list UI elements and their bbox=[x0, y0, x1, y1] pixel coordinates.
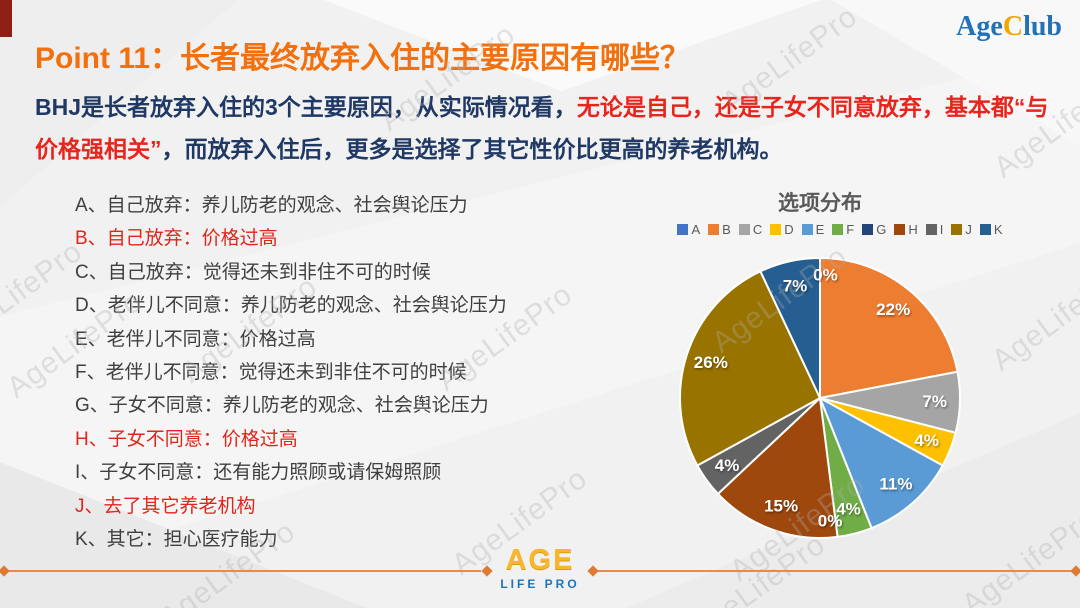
intro-line1-red: 无论是自己，还是子女不同意放弃，基本都“与 bbox=[576, 94, 1049, 120]
legend-item-K: K bbox=[979, 222, 1003, 237]
pie-label-E: 11% bbox=[879, 475, 912, 494]
legend-swatch-C bbox=[738, 224, 750, 235]
footer-line-left bbox=[0, 570, 481, 572]
legend-item-A: A bbox=[677, 222, 700, 237]
footer-line-right bbox=[596, 570, 1080, 572]
corner-accent bbox=[0, 0, 12, 37]
legend-item-D: D bbox=[770, 222, 794, 237]
footer-diamond bbox=[1070, 564, 1080, 577]
legend-item-H: H bbox=[894, 222, 918, 237]
pie-label-K: 7% bbox=[783, 277, 808, 296]
option-item-H: H、子女不同意：价格过高 bbox=[75, 428, 298, 450]
option-item-G: G、子女不同意：养儿防老的观念、社会舆论压力 bbox=[75, 395, 489, 417]
pie-label-J: 26% bbox=[694, 353, 728, 372]
ageclub-logo-lub: lub bbox=[1023, 11, 1062, 42]
legend-label-I: I bbox=[939, 222, 944, 237]
legend-label-F: F bbox=[846, 222, 855, 237]
legend-swatch-H bbox=[894, 224, 906, 235]
legend-swatch-F bbox=[832, 224, 844, 235]
agelifepro-logo-lifepro: LIFE PRO bbox=[500, 577, 580, 591]
legend-label-E: E bbox=[815, 222, 825, 237]
pie-slice-K bbox=[759, 257, 821, 399]
legend-swatch-D bbox=[770, 224, 782, 235]
legend-label-D: D bbox=[784, 222, 794, 237]
legend-item-E: E bbox=[801, 222, 825, 237]
legend-swatch-B bbox=[708, 224, 720, 235]
option-item-I: I、子女不同意：还有能力照顾或请保姆照顾 bbox=[75, 462, 442, 484]
option-item-D: D、老伴儿不同意：养儿防老的观念、社会舆论压力 bbox=[75, 295, 507, 317]
ageclub-logo: AgeClub bbox=[956, 11, 1062, 43]
legend-label-C: C bbox=[752, 222, 763, 237]
footer-diamond bbox=[0, 564, 10, 577]
watermark-text: AgeLifePro bbox=[985, 257, 1080, 378]
legend-item-J: J bbox=[951, 222, 972, 237]
legend-swatch-G bbox=[862, 224, 874, 235]
intro-line-1: BHJ是长者放弃入住的3个主要原因，从实际情况看，无论是自己，还是子女不同意放弃… bbox=[35, 86, 1048, 128]
intro-line2-navy: ，而放弃入住后，更多是选择了其它性价比更高的养老机构。 bbox=[161, 136, 783, 162]
legend-swatch-J bbox=[951, 224, 963, 235]
legend-label-J: J bbox=[965, 222, 972, 237]
page-title: Point 11：长者最终放弃入住的主要原因有哪些？ bbox=[35, 42, 691, 75]
chart-title: 选项分布 bbox=[778, 192, 862, 215]
legend-label-B: B bbox=[722, 222, 731, 237]
option-item-K: K、其它：担心医疗能力 bbox=[75, 529, 278, 551]
pie-label-A: 0% bbox=[813, 265, 838, 284]
option-item-C: C、自己放弃：觉得还未到非住不可的时候 bbox=[75, 261, 431, 283]
pie-label-H: 15% bbox=[764, 497, 798, 516]
legend-swatch-A bbox=[677, 224, 689, 235]
pie-label-F: 4% bbox=[836, 500, 861, 519]
legend-swatch-K bbox=[979, 224, 991, 235]
intro-line2-red: 价格强相关” bbox=[35, 136, 162, 162]
legend-label-K: K bbox=[993, 222, 1003, 237]
legend-item-I: I bbox=[925, 222, 944, 237]
legend-item-C: C bbox=[738, 222, 763, 237]
legend-item-G: G bbox=[862, 222, 886, 237]
agelifepro-logo: AGE LIFE PRO bbox=[480, 544, 600, 591]
pie-label-G: 0% bbox=[818, 511, 843, 530]
legend-swatch-I bbox=[925, 224, 937, 235]
agelifepro-logo-age: AGE bbox=[505, 544, 575, 576]
intro-line-2: 价格强相关”，而放弃入住后，更多是选择了其它性价比更高的养老机构。 bbox=[35, 128, 1048, 170]
pie-slice-E bbox=[819, 397, 944, 530]
options-list: A、自己放弃：养儿防老的观念、社会舆论压力 B、自己放弃：价格过高 C、自己放弃：觉… bbox=[75, 189, 507, 556]
pie-label-C: 7% bbox=[922, 392, 947, 411]
pie-label-I: 4% bbox=[715, 456, 740, 475]
ageclub-logo-age: Age bbox=[956, 11, 1003, 42]
option-item-E: E、老伴儿不同意：价格过高 bbox=[75, 328, 316, 350]
legend-label-H: H bbox=[908, 222, 918, 237]
legend-label-A: A bbox=[691, 222, 701, 237]
pie-slice-J bbox=[679, 270, 821, 467]
pie-slice-H bbox=[716, 397, 839, 539]
ageclub-logo-c: C bbox=[1002, 11, 1024, 42]
pie-chart: 0% 22% 7% 4% 11% 4% 0% 15% 4% 26% 7% bbox=[650, 248, 990, 548]
intro-line1-navy: BHJ是长者放弃入住的3个主要原因，从实际情况看， bbox=[35, 94, 577, 120]
legend-label-G: G bbox=[876, 222, 887, 237]
pie-label-B: 22% bbox=[876, 300, 910, 319]
intro-paragraph: BHJ是长者放弃入住的3个主要原因，从实际情况看，无论是自己，还是子女不同意放弃… bbox=[35, 86, 1048, 170]
option-item-J: J、去了其它养老机构 bbox=[75, 495, 256, 517]
option-item-A: A、自己放弃：养儿防老的观念、社会舆论压力 bbox=[75, 195, 468, 216]
pie-slice-B bbox=[819, 257, 959, 399]
legend-item-F: F bbox=[832, 222, 854, 237]
option-item-B: B、自己放弃：价格过高 bbox=[75, 228, 278, 250]
pie-chart-svg: 0%22%7%4%11%4%0%15%4%26%7% bbox=[679, 257, 961, 539]
option-item-F: F、老伴儿不同意：觉得还未到非住不可的时候 bbox=[75, 362, 467, 384]
chart-legend: A B C D E F G H I J K bbox=[640, 222, 1040, 237]
pie-label-D: 4% bbox=[914, 431, 939, 450]
legend-swatch-E bbox=[801, 224, 813, 235]
legend-item-B: B bbox=[708, 222, 731, 237]
